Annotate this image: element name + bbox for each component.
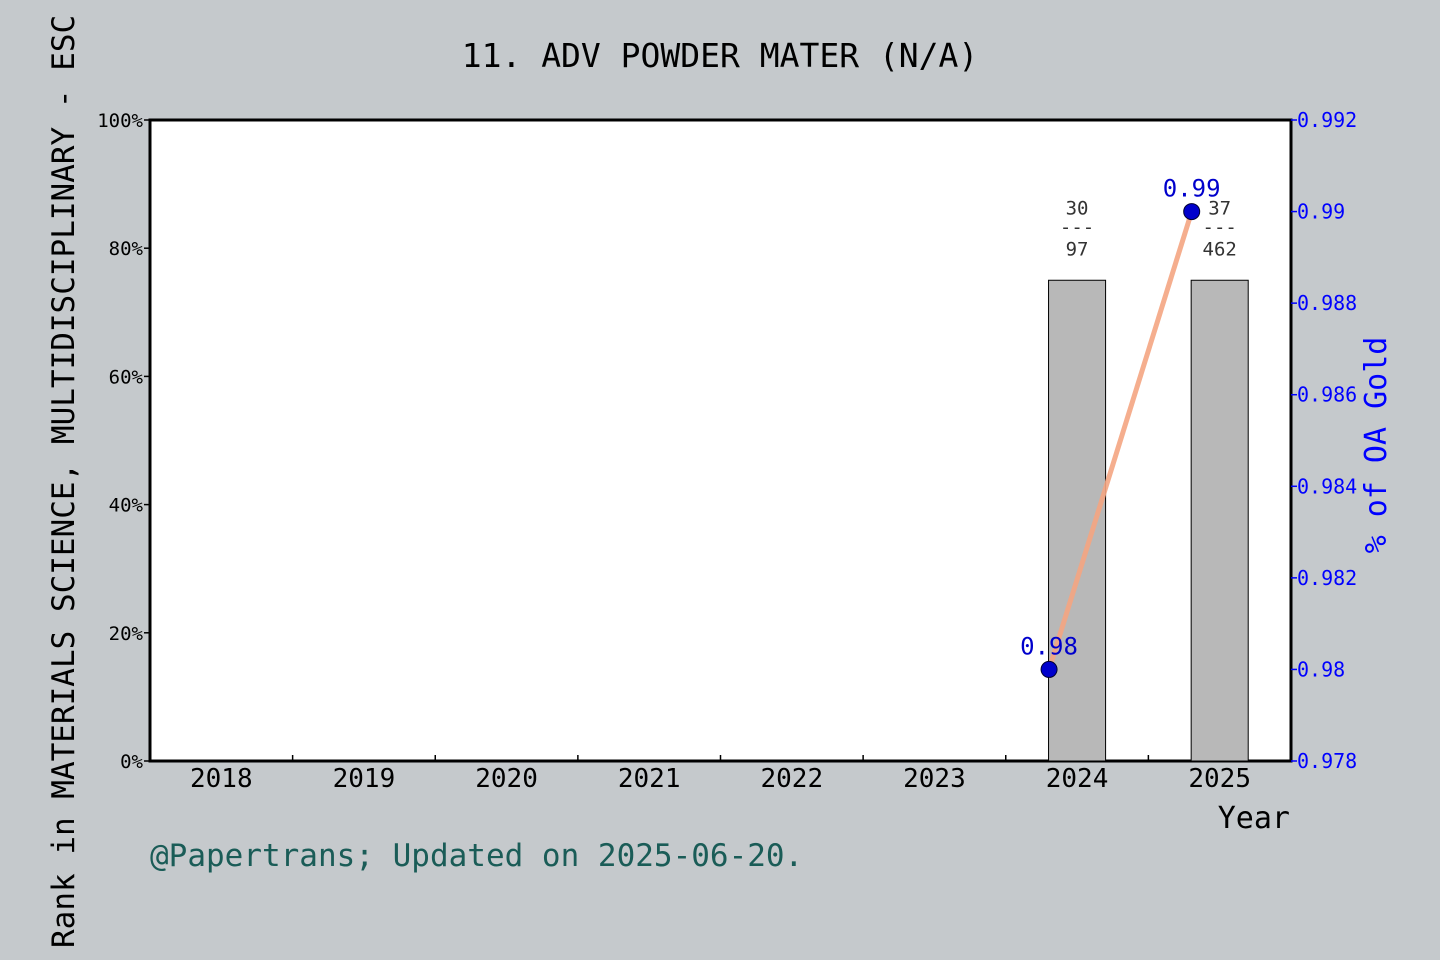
x-axis: 2018 2019 2020 2021 2022 2023 2024 2025 [190, 755, 1251, 794]
oa-gold-value-label: 0.98 [1020, 632, 1078, 660]
right-y-tick-label: 0.988 [1297, 291, 1357, 315]
x-tick-label: 2020 [475, 764, 538, 794]
x-tick-label: 2023 [903, 764, 966, 794]
x-tick-label: 2019 [333, 764, 396, 794]
right-y-tick-label: 0.982 [1297, 566, 1357, 590]
y-tick-label: 100% [97, 110, 143, 132]
x-tick-label: 2021 [618, 764, 681, 794]
chart-title: 11. ADV POWDER MATER (N/A) [462, 36, 979, 75]
bar-rank-divider: --- [1203, 216, 1237, 238]
right-y-tick-label: 0.978 [1297, 749, 1357, 773]
right-y-tick-label: 0.99 [1297, 200, 1345, 224]
right-y-tick-label: 0.98 [1297, 657, 1345, 681]
x-tick-label: 2025 [1188, 764, 1251, 794]
bar-rank-label: 30 [1066, 197, 1089, 219]
right-y-tick-label: 0.992 [1297, 108, 1357, 132]
right-y-axis: 0.978 0.98 0.982 0.984 0.986 0.988 0.99 0.992 [1291, 108, 1357, 773]
oa-gold-marker [1040, 660, 1058, 678]
oa-gold-value-label: 0.99 [1163, 175, 1221, 203]
line-series: 0.98 0.99 [1020, 175, 1221, 678]
y-tick-label: 0% [120, 751, 143, 773]
bar-total-label: 462 [1203, 238, 1237, 260]
bar [1190, 279, 1249, 762]
bar-total-label: 97 [1066, 238, 1089, 260]
x-axis-label: Year [1218, 801, 1290, 836]
left-y-axis-label: Rank in MATERIALS SCIENCE, MULTIDISCIPLI… [46, 15, 82, 948]
x-tick-label: 2024 [1046, 764, 1109, 794]
y-tick-label: 80% [109, 238, 144, 260]
footer-credit: @Papertrans; Updated on 2025-06-20. [150, 838, 803, 874]
left-y-axis: 0% 20% 40% 60% 80% 100% [97, 110, 150, 773]
x-tick-label: 2022 [761, 764, 824, 794]
bar-rank-divider: --- [1060, 216, 1094, 238]
x-tick-label: 2018 [190, 764, 253, 794]
oa-gold-marker [1183, 203, 1201, 221]
right-y-tick-label: 0.984 [1297, 474, 1357, 498]
bar-rank-label: 37 [1208, 197, 1231, 219]
right-y-tick-label: 0.986 [1297, 383, 1357, 407]
right-y-axis-label: % of OA Gold [1359, 337, 1394, 554]
y-tick-label: 20% [109, 623, 144, 645]
y-tick-label: 60% [109, 366, 144, 388]
y-tick-label: 40% [109, 495, 144, 517]
oa-gold-line [1046, 210, 1195, 671]
